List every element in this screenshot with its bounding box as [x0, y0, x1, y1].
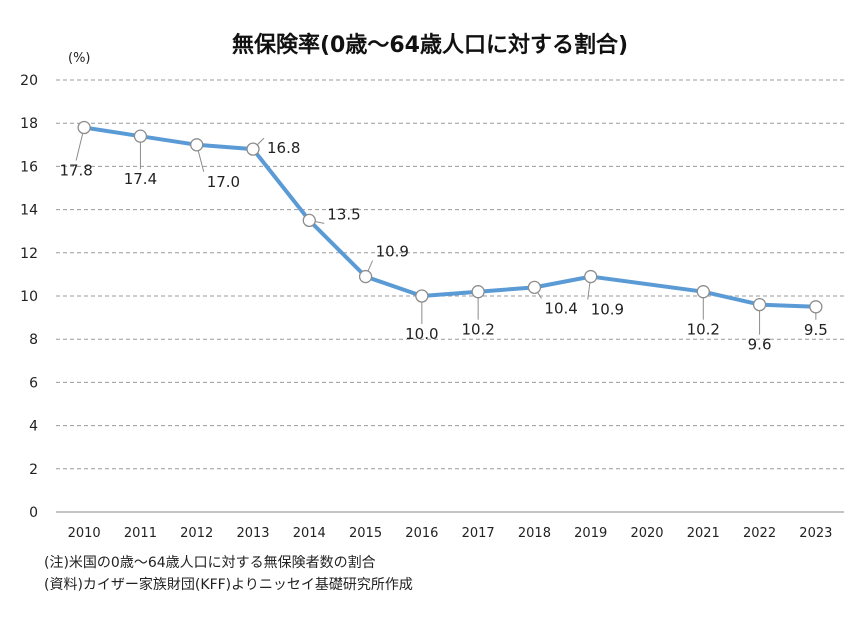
data-label: 9.5	[804, 321, 828, 339]
source-line: (資料)カイザー家族財団(KFF)よりニッセイ基礎研究所作成	[44, 577, 413, 593]
x-tick-label: 2018	[518, 526, 551, 541]
x-tick-label: 2021	[687, 526, 720, 541]
data-point	[133, 129, 148, 143]
y-tick-label: 0	[29, 505, 38, 521]
x-tick-label: 2010	[68, 526, 101, 541]
data-point	[584, 269, 598, 284]
x-tick-label: 2012	[180, 526, 213, 541]
x-tick-label: 2020	[630, 526, 663, 541]
x-tick-label: 2016	[405, 526, 438, 541]
data-point	[752, 297, 767, 312]
x-tick-label: 2011	[124, 526, 157, 541]
series-line	[82, 125, 818, 309]
line-chart: 無保険率(0歳～64歳人口に対する割合) (%) 0 2 4 6 8 10 12 14 16 18…	[20, 32, 844, 541]
data-label: 17.8	[59, 162, 92, 180]
y-tick-label: 8	[29, 332, 38, 348]
y-tick-label: 14	[20, 203, 38, 219]
data-label: 10.4	[544, 299, 577, 317]
data-label: 17.4	[124, 170, 157, 188]
data-label: 10.0	[405, 325, 438, 343]
note-line: (注)米国の0歳～64歳人口に対する無保険者数の割合	[44, 555, 376, 571]
y-tick-label: 20	[20, 73, 38, 89]
data-point	[190, 138, 204, 152]
data-label: 10.9	[376, 243, 409, 261]
data-label: 10.9	[591, 301, 624, 319]
data-point	[471, 285, 485, 299]
data-label: 10.2	[461, 321, 494, 339]
data-point	[696, 285, 710, 299]
data-point	[809, 300, 823, 314]
data-point	[77, 120, 91, 135]
series-line-bridge	[588, 274, 706, 294]
y-axis-unit: (%)	[68, 51, 91, 66]
x-tick-label: 2015	[349, 526, 382, 541]
data-label: 10.2	[687, 321, 720, 339]
data-point	[246, 142, 260, 156]
x-tick-label: 2019	[574, 526, 607, 541]
y-tick-label: 16	[20, 159, 38, 175]
x-tick-label: 2013	[236, 526, 269, 541]
series-line-segment	[82, 125, 593, 298]
data-point	[302, 213, 316, 228]
data-label: 17.0	[207, 173, 240, 191]
y-tick-label: 12	[20, 246, 38, 262]
data-labels: 17.8 17.4 17.0 16.8 13.5 10.9 10.0 10.2 10.4 10.9…	[59, 139, 827, 354]
y-tick-label: 2	[29, 462, 38, 478]
x-tick-label: 2014	[293, 526, 326, 541]
y-tick-label: 18	[20, 116, 38, 132]
data-point	[358, 269, 373, 284]
chart-title: 無保険率(0歳～64歳人口に対する割合)	[232, 32, 628, 58]
x-tick-label: 2023	[799, 526, 832, 541]
y-tick-label: 4	[29, 419, 38, 435]
data-label: 9.6	[748, 336, 772, 354]
label-leader-lines	[75, 127, 817, 335]
data-label: 16.8	[267, 139, 300, 157]
y-tick-labels: 0 2 4 6 8 10 12 14 16 18 20	[20, 73, 38, 521]
x-tick-labels: 2010 2011 2012 2013 2014 2015 2016 2017 2018 2019…	[68, 526, 833, 541]
x-tick-label: 2022	[743, 526, 776, 541]
x-tick-label: 2017	[462, 526, 495, 541]
data-point	[527, 280, 542, 295]
data-label: 13.5	[327, 205, 360, 223]
y-tick-label: 10	[20, 289, 38, 305]
data-point	[415, 289, 429, 303]
data-points	[77, 120, 823, 314]
footnotes: (注)米国の0歳～64歳人口に対する無保険者数の割合 (資料)カイザー家族財団(…	[44, 552, 413, 596]
y-tick-label: 6	[29, 375, 38, 391]
gridlines	[56, 79, 844, 470]
